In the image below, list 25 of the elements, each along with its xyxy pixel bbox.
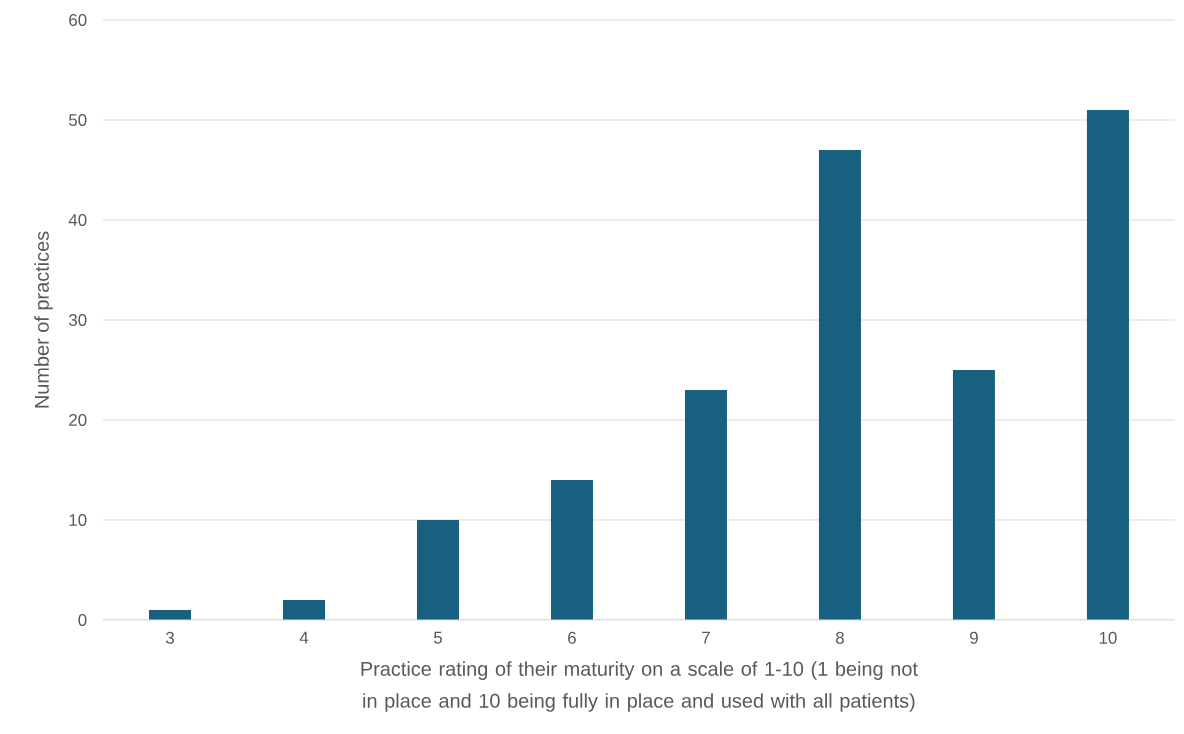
x-tick-label: 9 xyxy=(970,631,978,644)
y-tick-label: 60 xyxy=(69,13,87,26)
bar xyxy=(1086,109,1129,620)
y-tick-label: 20 xyxy=(69,413,87,426)
bar xyxy=(684,389,727,620)
bar xyxy=(818,149,861,620)
y-axis-title: Number of practices xyxy=(34,231,53,408)
y-tick-label: 10 xyxy=(69,513,87,526)
x-axis-title: Practice rating of their maturity on a scale of 1-10 (1 being not in place and 10 being fully in place and used with all patients) xyxy=(361,661,918,712)
y-tick-label: 0 xyxy=(78,613,87,626)
x-tick-label: 4 xyxy=(299,631,309,644)
bar xyxy=(149,609,191,620)
x-tick-label: 8 xyxy=(835,631,844,644)
x-tick-label: 5 xyxy=(433,631,442,644)
bar xyxy=(416,519,459,620)
bar xyxy=(550,479,593,620)
y-tick-label: 50 xyxy=(69,113,87,126)
bar xyxy=(282,599,325,620)
x-tick-label: 6 xyxy=(568,631,576,644)
bar xyxy=(952,369,995,620)
x-tick-label: 10 xyxy=(1099,631,1117,644)
x-tick-label: 7 xyxy=(702,631,710,644)
x-tick-label: 3 xyxy=(165,631,174,644)
y-tick-label: 40 xyxy=(68,213,87,226)
y-tick-label: 30 xyxy=(68,313,87,326)
